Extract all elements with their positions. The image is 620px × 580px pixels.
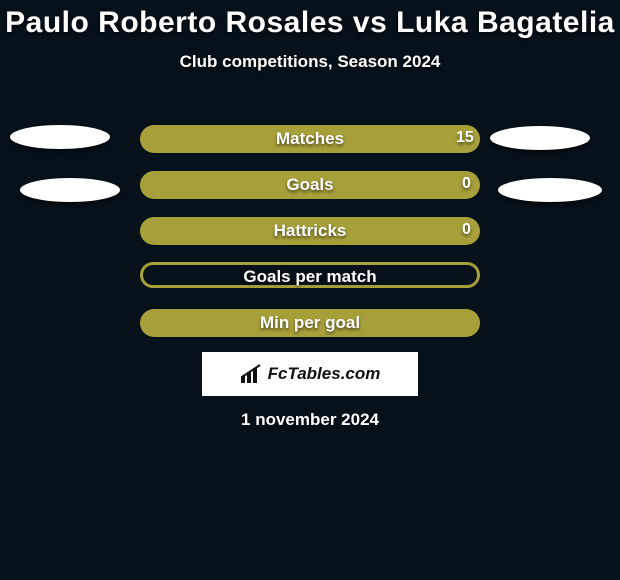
decorative-ellipse [490,126,590,150]
stat-value: 15 [456,129,474,147]
stat-row: Min per goal [0,300,620,346]
stat-rows: Matches15Goals0Hattricks0Goals per match… [0,116,620,346]
bars-icon [240,364,264,384]
snapshot-date: 1 november 2024 [0,410,620,430]
stat-row: Goals per match [0,254,620,300]
stat-label: Hattricks [0,221,620,241]
source-logo: FcTables.com [240,364,381,384]
source-logo-box: FcTables.com [202,352,418,396]
page-title: Paulo Roberto Rosales vs Luka Bagatelia [0,0,620,40]
stat-value: 0 [462,175,471,193]
decorative-ellipse [498,178,602,202]
stat-row: Hattricks0 [0,208,620,254]
decorative-ellipse [20,178,120,202]
page-subtitle: Club competitions, Season 2024 [0,52,620,72]
stat-label: Goals per match [0,267,620,287]
source-logo-text: FcTables.com [268,364,381,384]
stat-value: 0 [462,221,471,239]
stat-label: Min per goal [0,313,620,333]
comparison-infographic: Paulo Roberto Rosales vs Luka Bagatelia … [0,0,620,580]
decorative-ellipse [10,125,110,149]
